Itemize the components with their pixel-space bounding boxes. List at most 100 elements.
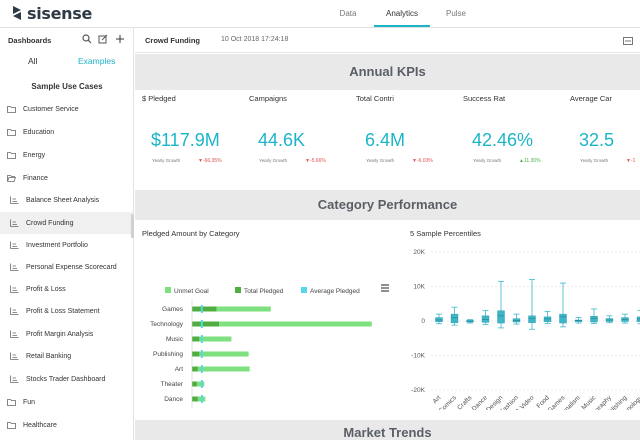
category-label: Art [175, 366, 184, 373]
sidebar-item-profit-loss-statement[interactable]: Profit & Loss Statement [0, 300, 133, 322]
kpi-widget-average-campaign[interactable]: Average Car 32.5 Yearly Growth ▼-1 [563, 90, 640, 190]
add-icon[interactable] [115, 34, 125, 44]
dashboard-toolbar: Crowd Funding 10 Oct 2018 17:24:18 [135, 28, 640, 53]
sidebar-scrollbar[interactable] [131, 214, 134, 238]
kpi-value: 42.46% [472, 130, 534, 150]
bar-total-pledged [192, 321, 220, 327]
sisense-logo[interactable]: sisense [10, 4, 92, 23]
kpi-delta: ▼-1 [626, 158, 636, 164]
sidebar-section-title: Sample Use Cases [31, 82, 103, 91]
dashboards-sidebar: Dashboards All Examples Sample Use Cases… [0, 28, 134, 440]
sidebar-item-label: Profit & Loss Statement [26, 307, 100, 315]
sidebar-item-label: Customer Service [23, 105, 79, 113]
sidebar-tab-all[interactable]: All [28, 56, 38, 66]
sidebar-folder-energy[interactable]: Energy [0, 144, 133, 166]
chart-menu-icon[interactable] [381, 284, 389, 292]
legend-label: Average Pledged [310, 288, 360, 295]
legend-swatch [165, 287, 171, 293]
marker-average-pledged [200, 395, 203, 403]
dashboard-icon [10, 219, 19, 227]
marker-average-pledged [200, 350, 203, 358]
layout-icon[interactable] [623, 37, 633, 45]
dashboard-icon [10, 352, 19, 360]
sidebar-item-personal-expense-scorecard[interactable]: Personal Expense Scorecard [0, 256, 133, 278]
marker-average-pledged [200, 380, 203, 388]
kpi-delta: ▼-5.66% [305, 158, 326, 164]
pledged-by-category-chart[interactable]: Unmet Goal Total Pledged Average Pledged Ga… [135, 242, 397, 408]
bar-unmet-goal [219, 321, 372, 327]
sidebar-item-profit-loss[interactable]: Profit & Loss [0, 278, 133, 300]
dashboard-icon [10, 330, 19, 338]
legend-label: Unmet Goal [174, 288, 209, 295]
nav-tab-data[interactable]: Data [339, 9, 357, 18]
sidebar-item-label: Personal Expense Scorecard [26, 263, 117, 271]
kpi-widget-campaigns[interactable]: Campaigns 44.6K Yearly Growth ▼-5.66% [242, 90, 346, 190]
section-header-annual-kpis: Annual KPIs [135, 54, 640, 90]
dashboard-icon [10, 375, 19, 383]
sidebar-item-stocks-trader-dashboard[interactable]: Stocks Trader Dashboard [0, 368, 133, 390]
box-technology [636, 310, 640, 325]
kpi-subtitle: Yearly Growth [152, 158, 181, 163]
box-iqr [543, 316, 552, 322]
legend-label: Total Pledged [244, 288, 284, 295]
top-navigation: sisense Data Analytics Pulse [0, 0, 640, 28]
box-iqr [559, 313, 567, 324]
dashboard-icon [10, 196, 19, 204]
sidebar-item-retail-banking[interactable]: Retail Banking [0, 345, 133, 367]
nav-tab-analytics[interactable]: Analytics [374, 0, 430, 27]
sidebar-folder-education[interactable]: Education [0, 121, 133, 143]
section-header-market-trends: Market Trends [135, 420, 640, 440]
sidebar-tab-examples[interactable]: Examples [78, 56, 116, 66]
category-label: Publishing [153, 351, 183, 358]
bar-total-pledged [192, 396, 198, 402]
sidebar-item-investment-portfolio[interactable]: Investment Portfolio [0, 234, 133, 256]
sidebar-item-label: Retail Banking [26, 352, 72, 360]
sample-percentiles-chart[interactable]: 20K10K0-10K-20KArtComicsCraftsDanceDesig… [397, 238, 640, 410]
kpi-widget-total-contributions[interactable]: Total Contri 6.4M Yearly Growth ▼-6.03% [349, 90, 453, 190]
kpi-delta: ▼-6.03% [412, 158, 433, 164]
folder-icon [7, 106, 16, 113]
kpi-title: Campaigns [249, 94, 287, 103]
bar-total-pledged [192, 336, 200, 342]
sidebar-folder-customer-service[interactable]: Customer Service [0, 98, 133, 120]
sidebar-folder-healthcare[interactable]: Healthcare [0, 414, 133, 436]
box-iqr [497, 310, 505, 324]
marker-average-pledged [200, 365, 203, 373]
kpi-widget-success-rate[interactable]: Success Rat 42.46% Yearly Growth ▲11.30% [456, 90, 560, 190]
sidebar-item-balance-sheet-analysis[interactable]: Balance Sheet Analysis [0, 189, 133, 211]
sidebar-item-profit-margin-analysis[interactable]: Profit Margin Analysis [0, 323, 133, 345]
folder-edit-icon[interactable] [98, 34, 108, 44]
sidebar-folder-fun[interactable]: Fun [0, 391, 133, 413]
dashboard-icon [10, 285, 19, 293]
x-tick-label: Comics [438, 394, 459, 410]
dashboard-icon [10, 263, 19, 271]
dashboard-icon [10, 307, 19, 315]
legend-swatch [235, 287, 241, 293]
box-music [590, 308, 598, 324]
sidebar-header: Dashboards [0, 28, 133, 52]
category-label: Dance [164, 396, 183, 403]
bar-unmet-goal [216, 306, 271, 312]
nav-tab-pulse[interactable]: Pulse [445, 9, 466, 18]
sidebar-item-crowd-funding[interactable]: Crowd Funding [0, 212, 133, 234]
kpi-delta: ▼-66.35% [198, 158, 222, 164]
bar-total-pledged [192, 366, 198, 372]
kpi-title: Total Contri [356, 94, 394, 103]
dashboard-date: 10 Oct 2018 17:24:18 [221, 36, 289, 43]
kpi-subtitle: Yearly Growth [366, 158, 395, 163]
kpi-title: Average Car [570, 94, 612, 103]
sidebar-folder-finance[interactable]: Finance [0, 167, 133, 189]
bar-total-pledged [192, 351, 200, 357]
kpi-widget-pledged[interactable]: $ Pledged $117.9M Yearly Growth ▼-66.35% [135, 90, 239, 190]
bar-chart-title: Pledged Amount by Category [142, 229, 240, 238]
sidebar-item-label: Healthcare [23, 421, 57, 429]
marker-average-pledged [200, 320, 203, 328]
search-icon[interactable] [82, 34, 92, 44]
marker-average-pledged [200, 335, 203, 343]
dashboard-title: Crowd Funding [145, 36, 200, 45]
y-tick-label: 0 [421, 318, 425, 325]
y-tick-label: 20K [413, 249, 425, 256]
bar-unmet-goal [196, 381, 205, 387]
sidebar-item-label: Energy [23, 151, 46, 159]
